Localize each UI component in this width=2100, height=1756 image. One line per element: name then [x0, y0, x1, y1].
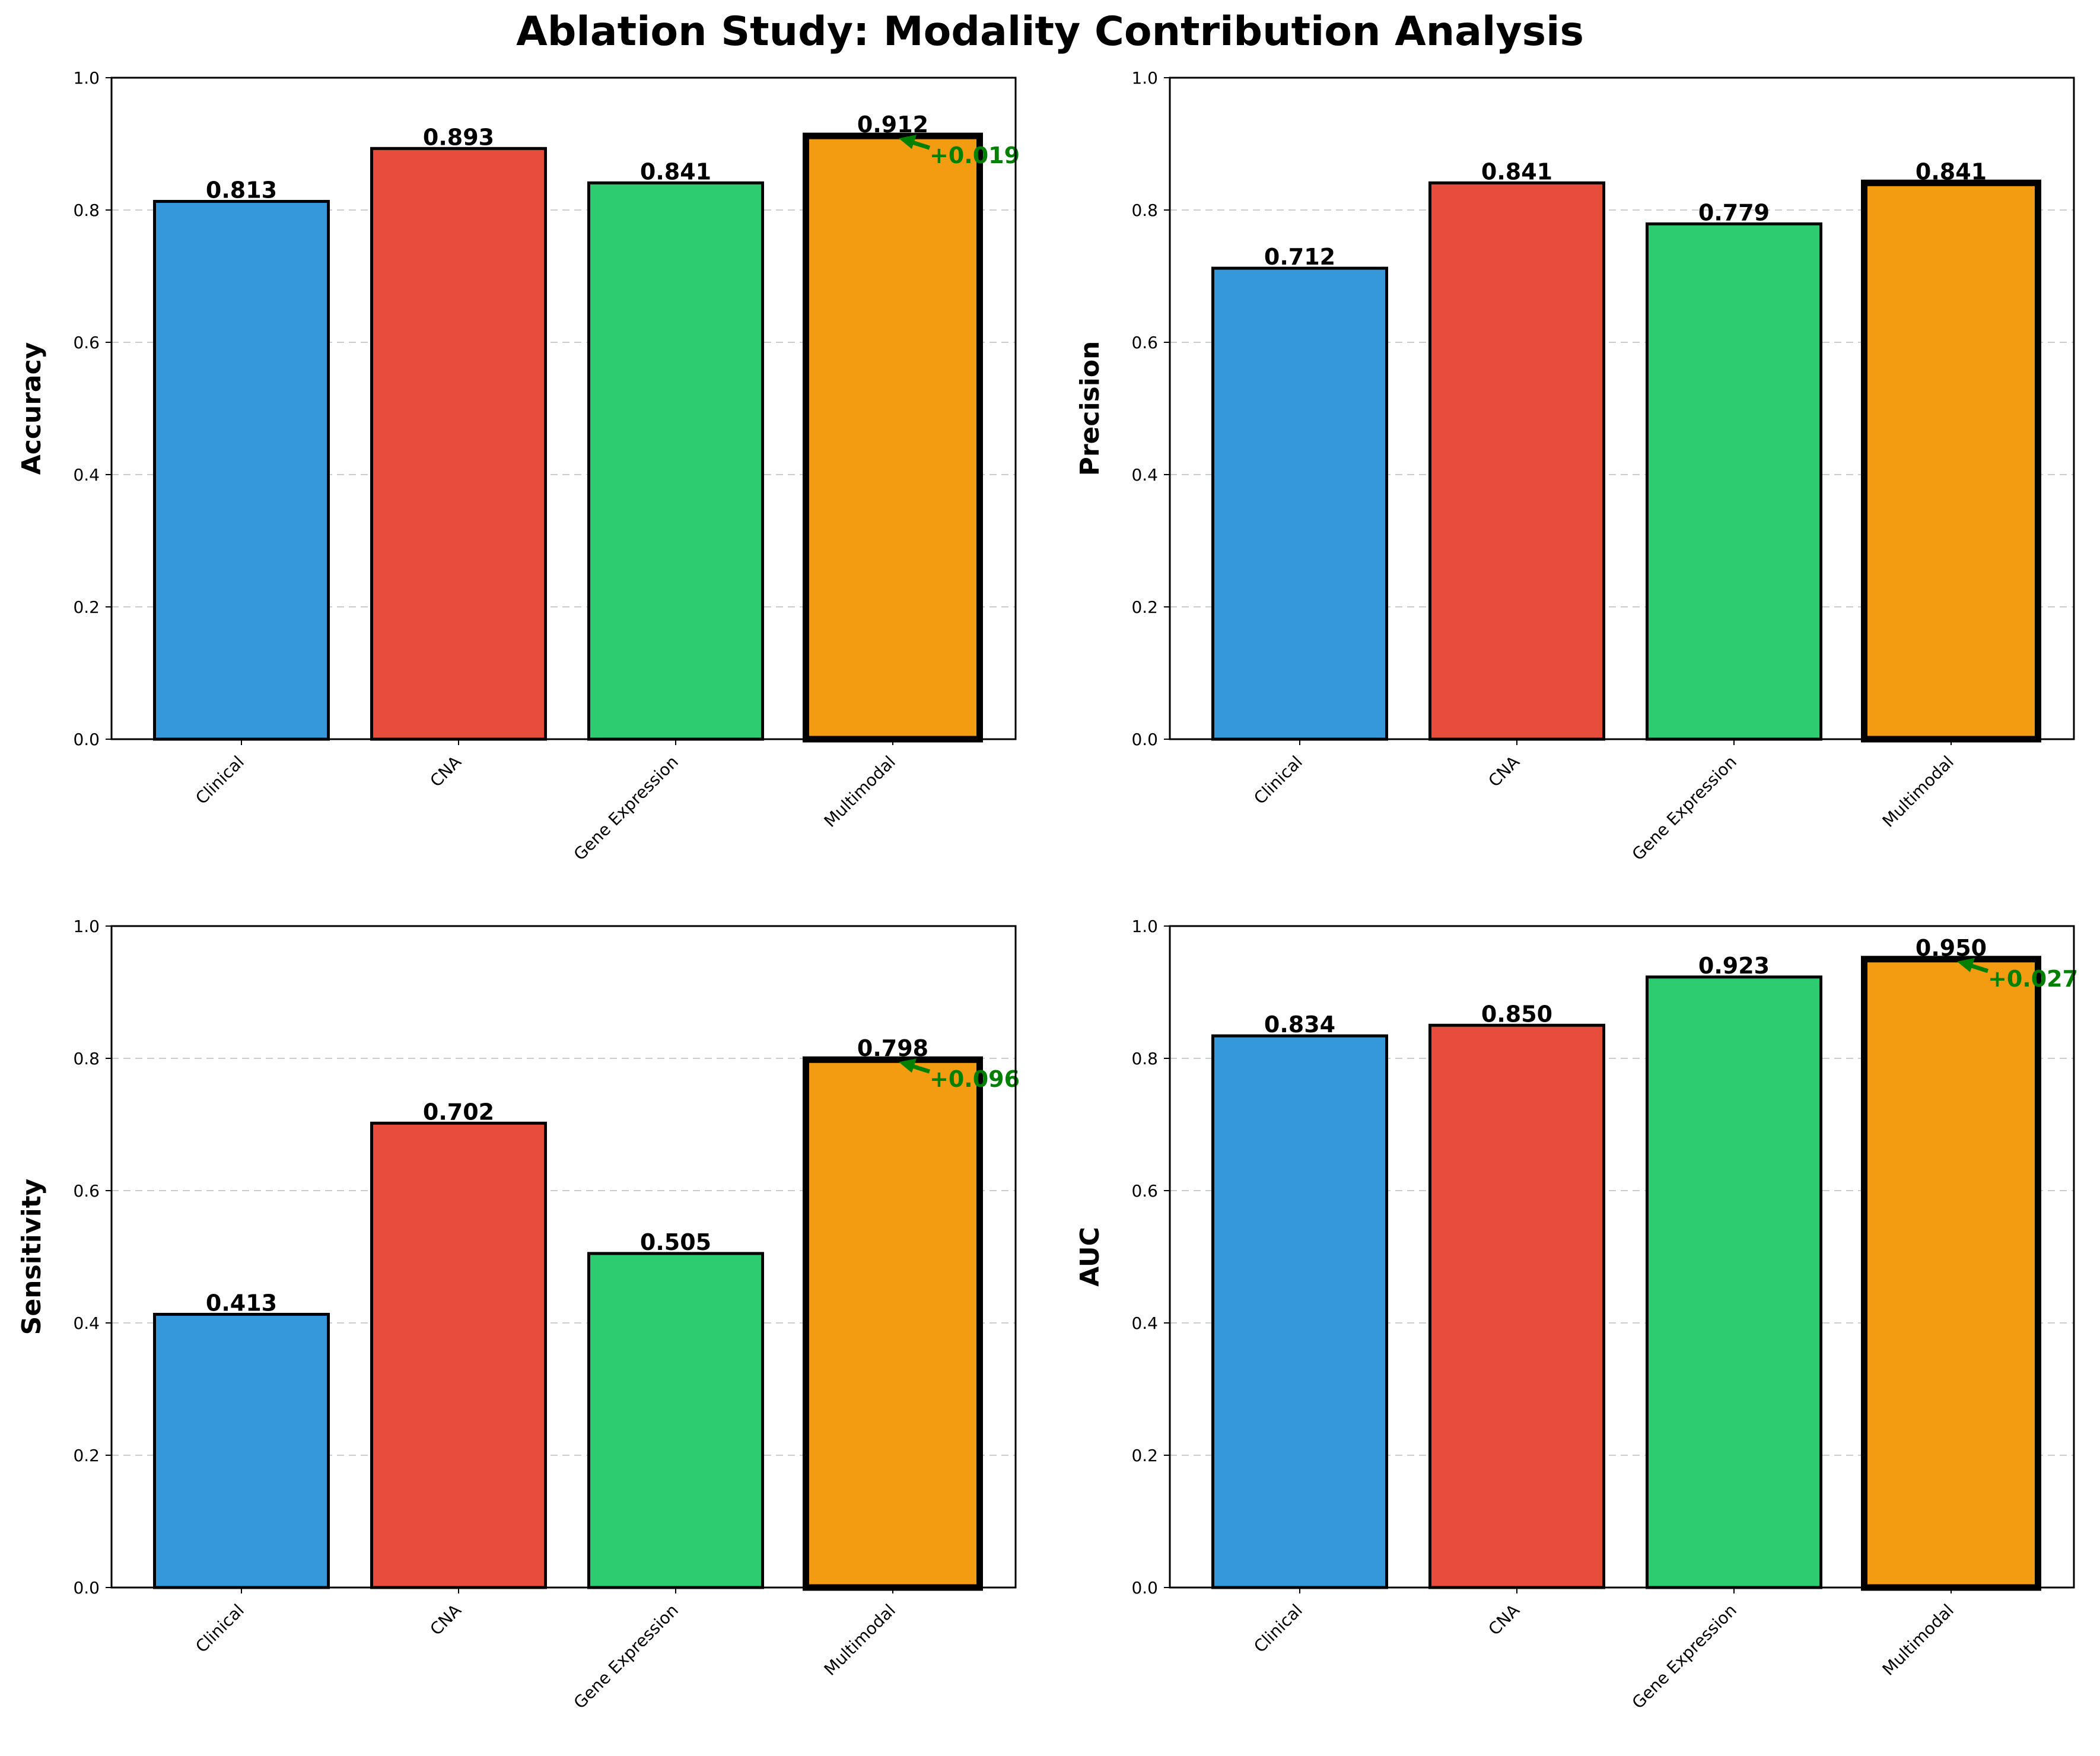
annotation-label: +0.096 [930, 1066, 1020, 1092]
y-tick-label: 0.4 [73, 1313, 100, 1333]
bar-cna [1428, 181, 1605, 741]
figure-title: Ablation Study: Modality Contribution An… [516, 8, 1584, 55]
y-tick-label: 0.4 [1131, 1313, 1158, 1333]
x-tick-label: Clinical [1250, 752, 1306, 809]
data-label: 0.798 [857, 1035, 928, 1061]
data-label: 0.813 [206, 177, 277, 203]
bar-gene-expression [587, 1252, 764, 1589]
x-tick-label: Gene Expression [570, 752, 682, 864]
data-label: 0.779 [1698, 199, 1770, 225]
y-tick-label: 0.6 [1131, 1181, 1158, 1201]
y-tick-label: 0.8 [73, 1049, 100, 1068]
data-label: 0.950 [1916, 935, 1987, 961]
y-tick-label: 0.0 [73, 730, 100, 749]
bar-gene-expression [1646, 975, 1822, 1589]
plot-frame [1169, 925, 2075, 1589]
data-label: 0.413 [206, 1290, 277, 1316]
data-label: 0.850 [1481, 1001, 1552, 1027]
annotation-arrowhead [899, 135, 917, 149]
annotation-arrowhead [899, 1058, 917, 1073]
y-tick-label: 1.0 [1131, 68, 1158, 88]
y-tick-label: 0.6 [73, 1181, 100, 1201]
data-label: 0.893 [423, 124, 494, 150]
x-tick-label: Gene Expression [1628, 1601, 1741, 1713]
x-tick-label: CNA [1484, 1601, 1523, 1640]
x-tick-label: Multimodal [820, 752, 899, 831]
y-axis-label: Accuracy [17, 342, 47, 475]
y-tick-label: 0.2 [1131, 597, 1158, 617]
annotation-label: +0.027 [1988, 966, 2078, 992]
panel-sensitivity: 0.0 0.2 0.4 0.6 0.8 1.0 Sensitivity 0.413 Clinic… [17, 917, 1020, 1713]
x-tick-label: Multimodal [820, 1601, 899, 1679]
data-label: 0.923 [1698, 953, 1770, 979]
bar-clinical [153, 1313, 330, 1589]
y-tick-label: 0.8 [1131, 201, 1158, 220]
y-axis-label: AUC [1075, 1227, 1105, 1287]
data-label: 0.841 [1916, 158, 1987, 184]
y-tick-label: 1.0 [73, 917, 100, 936]
x-tick-label: Clinical [192, 1601, 248, 1657]
x-tick-label: CNA [426, 1601, 465, 1640]
panel-precision: 0.0 0.2 0.4 0.6 0.8 1.0 Precision 0.712 Clinical… [1075, 68, 2075, 864]
bar-clinical [153, 200, 330, 741]
bar-gene-expression [587, 181, 764, 741]
plot-frame [1169, 77, 2075, 740]
y-tick-label: 0.8 [73, 201, 100, 220]
y-tick-label: 0.0 [1131, 730, 1158, 749]
y-axis-label: Precision [1075, 341, 1105, 476]
plot-frame [110, 77, 1017, 740]
x-tick-label: CNA [1484, 752, 1523, 791]
x-tick-label: Clinical [192, 752, 248, 809]
y-tick-label: 1.0 [73, 68, 100, 88]
y-tick-label: 0.6 [1131, 333, 1158, 352]
bar-clinical [1211, 266, 1388, 741]
data-label: 0.841 [640, 158, 711, 184]
y-tick-label: 0.2 [73, 597, 100, 617]
x-tick-label: Gene Expression [570, 1601, 682, 1713]
y-tick-label: 0.4 [1131, 465, 1158, 485]
bar-cna [370, 1121, 547, 1589]
y-tick-label: 1.0 [1131, 917, 1158, 936]
bar-gene-expression [1646, 222, 1822, 741]
y-tick-label: 0.2 [1131, 1446, 1158, 1465]
bar-multimodal [1861, 179, 2041, 743]
data-label: 0.912 [857, 112, 928, 138]
y-tick-label: 0.0 [73, 1578, 100, 1598]
data-label: 0.834 [1264, 1011, 1335, 1038]
y-axis-label: Sensitivity [17, 1179, 47, 1335]
bar-cna [370, 147, 547, 741]
y-tick-label: 0.8 [1131, 1049, 1158, 1068]
bar-clinical [1211, 1034, 1388, 1589]
bar-cna [1428, 1023, 1605, 1589]
bar-multimodal [1861, 956, 2041, 1591]
y-tick-label: 0.4 [73, 465, 100, 485]
x-tick-label: CNA [426, 752, 465, 791]
plot-frame [110, 925, 1017, 1589]
y-tick-label: 0.2 [73, 1446, 100, 1465]
bar-multimodal [803, 132, 983, 743]
y-tick-label: 0.0 [1131, 1578, 1158, 1598]
data-label: 0.702 [423, 1099, 494, 1125]
annotation-arrowhead [1957, 957, 1975, 972]
data-label: 0.841 [1481, 158, 1552, 184]
data-label: 0.712 [1264, 244, 1335, 270]
x-tick-label: Gene Expression [1628, 752, 1741, 864]
x-tick-label: Clinical [1250, 1601, 1306, 1657]
panel-accuracy: 0.0 0.2 0.4 0.6 0.8 1.0 Accuracy 0.813 Clinical 0… [17, 68, 1020, 864]
annotation-label: +0.019 [930, 142, 1020, 168]
bar-multimodal [803, 1056, 983, 1591]
x-tick-label: Multimodal [1879, 752, 1958, 831]
y-tick-label: 0.6 [73, 333, 100, 352]
data-label: 0.505 [640, 1229, 711, 1255]
panel-auc: 0.0 0.2 0.4 0.6 0.8 1.0 AUC 0.834 Clinical 0.850 C… [1075, 917, 2078, 1713]
x-tick-label: Multimodal [1879, 1601, 1958, 1679]
